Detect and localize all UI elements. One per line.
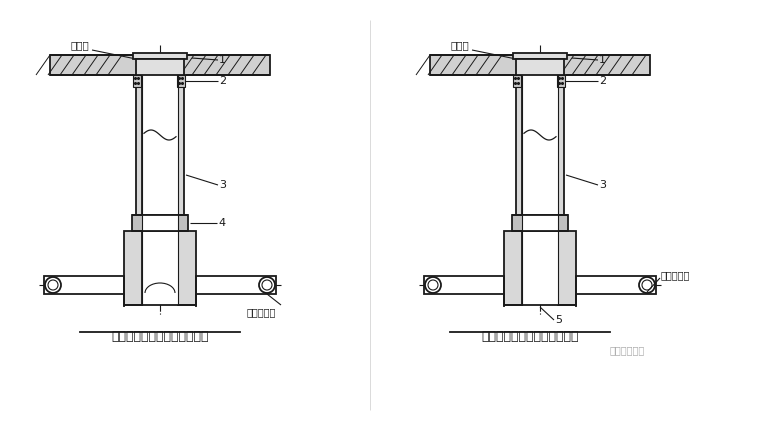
Circle shape — [262, 280, 272, 290]
Text: 2: 2 — [219, 76, 226, 86]
Bar — [178, 231, 196, 305]
Bar — [424, 276, 504, 294]
Bar — [558, 75, 564, 215]
Bar — [557, 75, 565, 87]
Bar — [512, 215, 568, 231]
Text: 水电知识平台: 水电知识平台 — [610, 345, 645, 355]
Circle shape — [428, 280, 438, 290]
Circle shape — [259, 277, 275, 293]
Text: 非道路: 非道路 — [71, 40, 90, 50]
Text: 非道路: 非道路 — [451, 40, 470, 50]
Bar — [142, 215, 178, 231]
Bar — [522, 215, 558, 231]
Bar — [430, 55, 650, 75]
Bar — [196, 276, 276, 294]
Bar — [133, 53, 187, 59]
Text: 4: 4 — [218, 218, 225, 228]
Text: 2: 2 — [599, 76, 606, 86]
Bar — [558, 231, 576, 305]
Text: 3: 3 — [219, 180, 226, 190]
Bar — [177, 75, 185, 87]
Bar — [513, 53, 567, 59]
Bar — [44, 276, 124, 294]
Bar — [132, 215, 188, 231]
Bar — [504, 231, 522, 305]
Circle shape — [642, 280, 652, 290]
Text: 非防护井盖检查井（有流槽）: 非防护井盖检查井（有流槽） — [111, 330, 209, 343]
Bar — [124, 231, 142, 305]
Bar — [142, 75, 178, 215]
Bar — [513, 75, 521, 87]
Circle shape — [48, 280, 58, 290]
Bar — [178, 75, 184, 215]
Bar — [576, 276, 656, 294]
Bar — [136, 75, 142, 215]
Circle shape — [45, 277, 61, 293]
Bar — [133, 75, 141, 87]
Circle shape — [639, 277, 655, 293]
Circle shape — [425, 277, 441, 293]
Text: 埋地排水管: 埋地排水管 — [661, 270, 690, 280]
Bar — [522, 75, 558, 215]
Text: 3: 3 — [599, 180, 606, 190]
Bar — [516, 75, 522, 215]
Bar — [516, 59, 564, 75]
Text: 1: 1 — [599, 55, 606, 65]
Bar — [50, 55, 270, 75]
Text: 5: 5 — [555, 315, 562, 325]
Bar — [136, 59, 184, 75]
Bar — [522, 231, 558, 305]
Text: 非防护井盖检查井（无流槽）: 非防护井盖检查井（无流槽） — [481, 330, 579, 343]
Bar — [142, 231, 178, 305]
Text: 1: 1 — [219, 55, 226, 65]
Text: 埋地排水管: 埋地排水管 — [246, 307, 276, 317]
